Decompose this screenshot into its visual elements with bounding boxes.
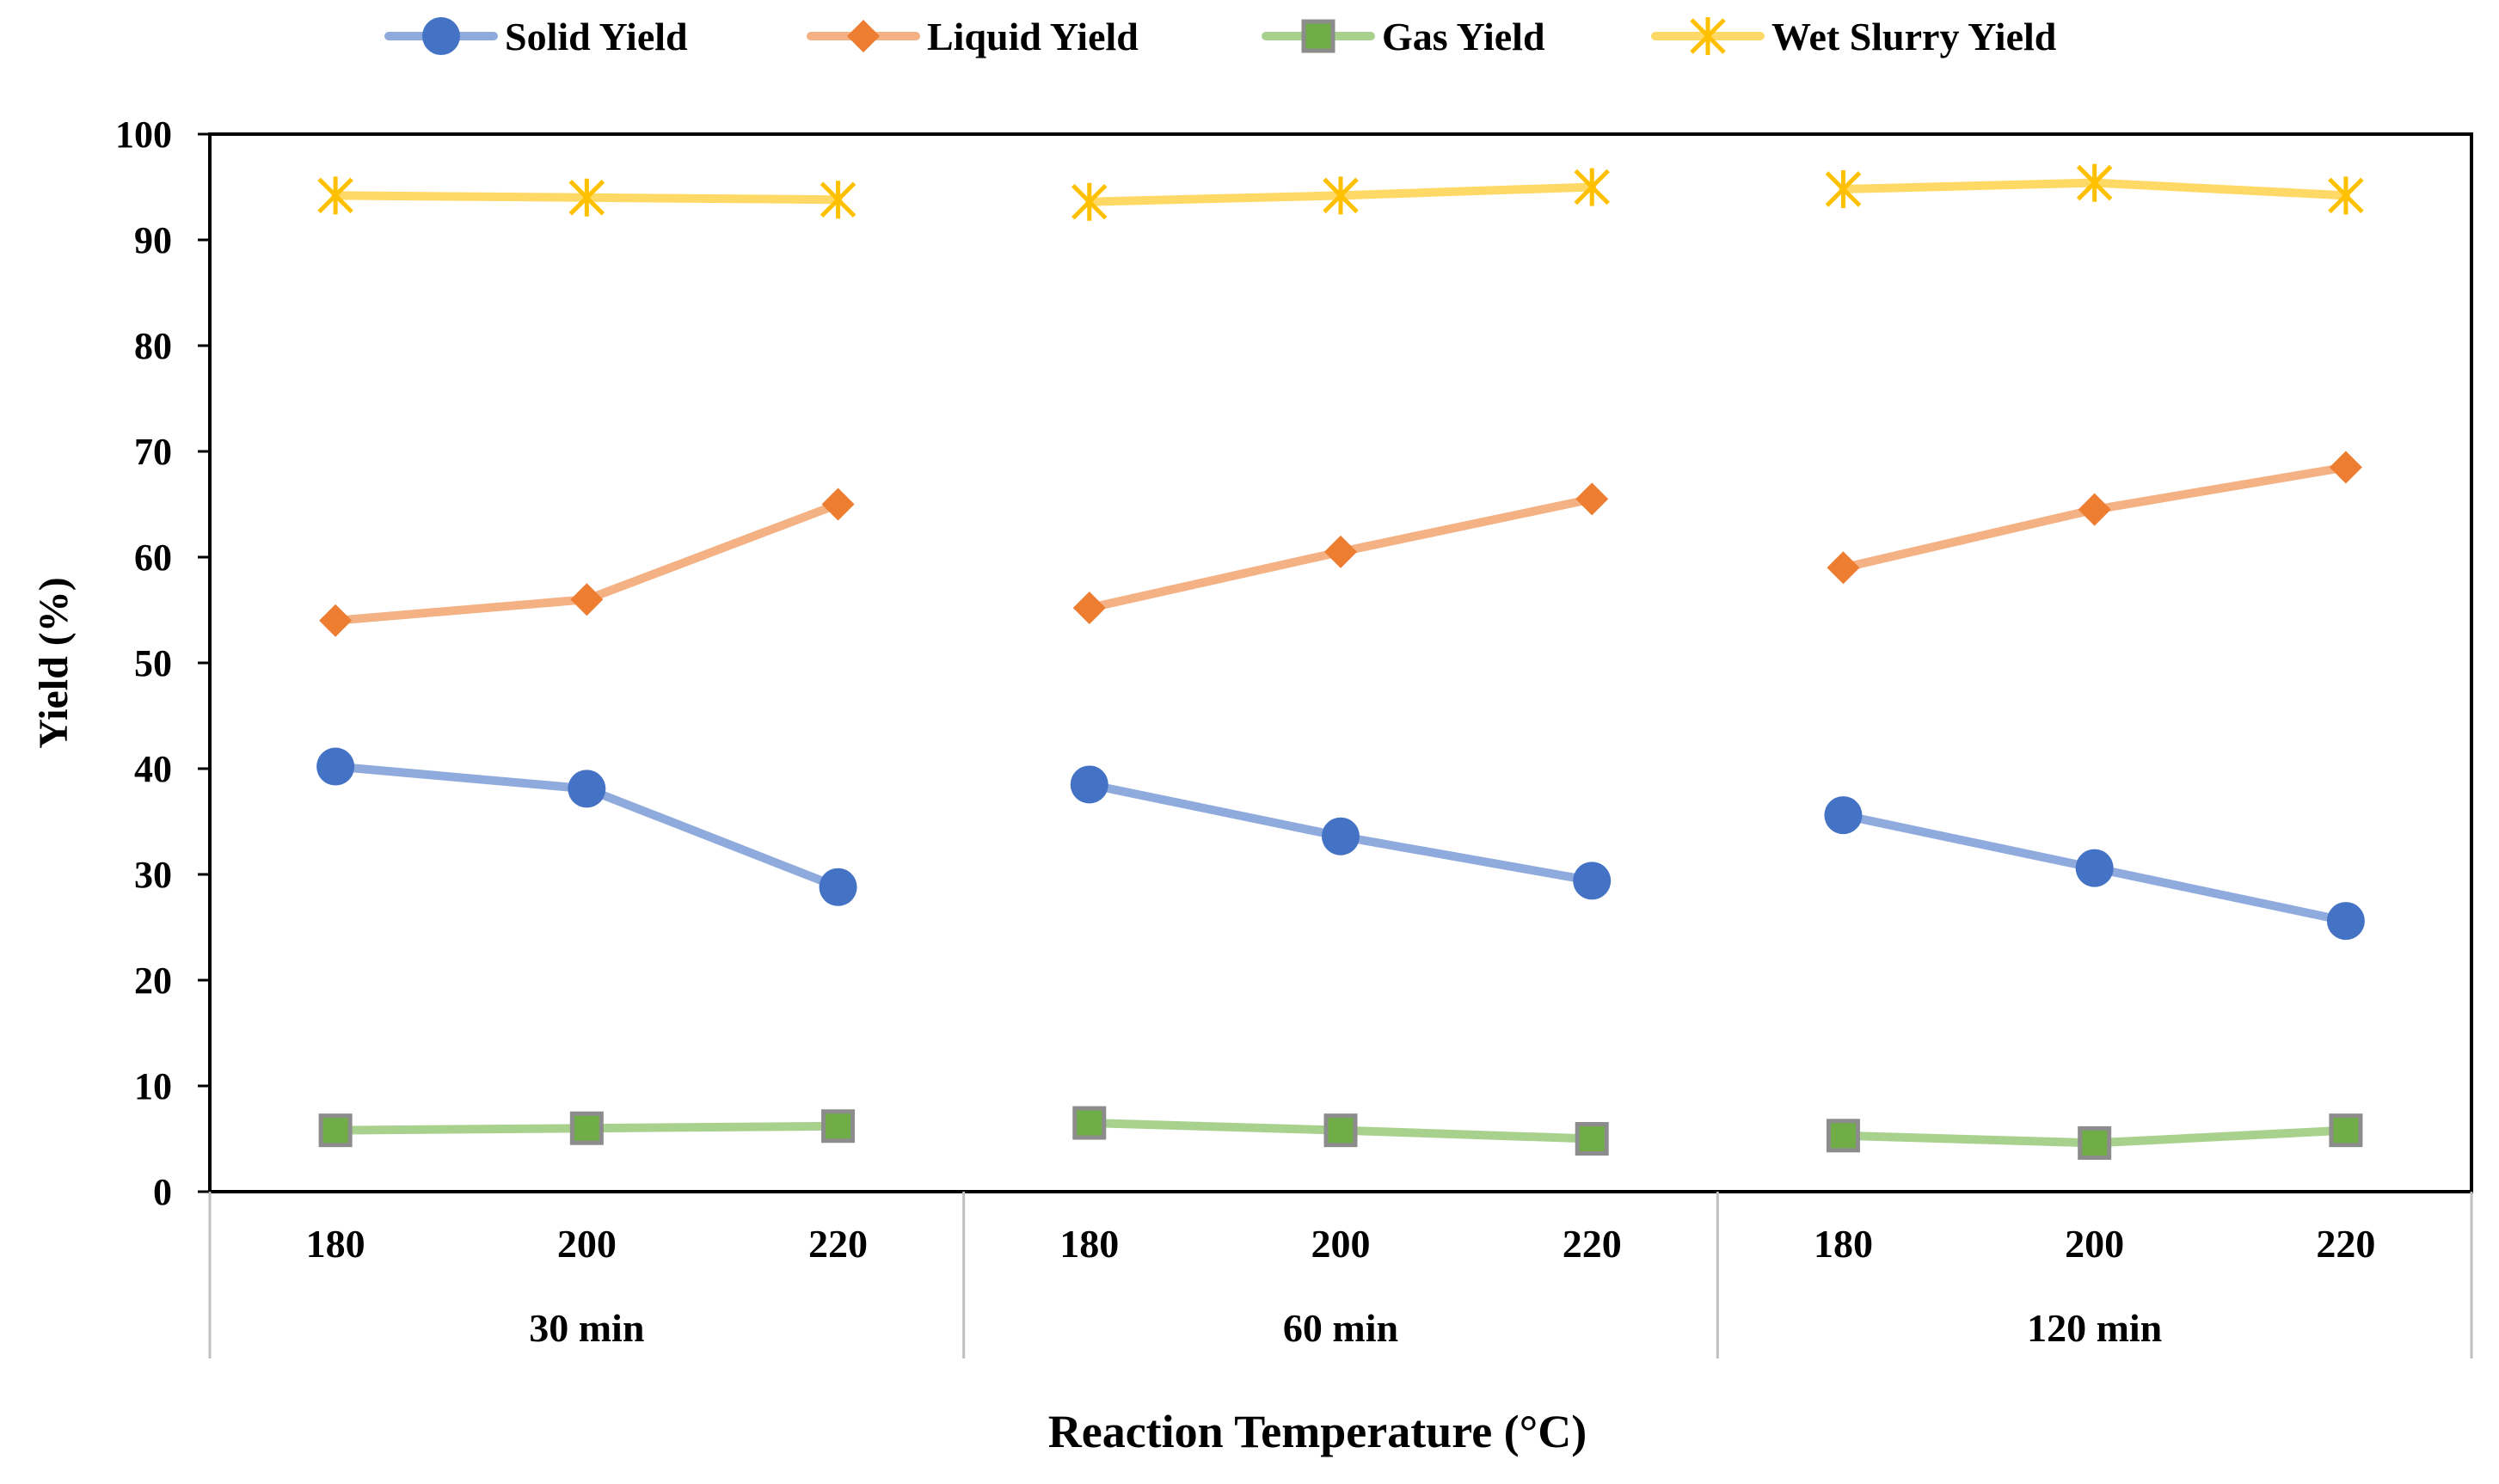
- x-tick-label: 180: [306, 1222, 365, 1266]
- wet-slurry-yield-point: [1071, 182, 1108, 221]
- gas-yield-point: [1826, 1119, 1860, 1153]
- gas-yield-point: [318, 1113, 353, 1148]
- x-group-label: 30 min: [529, 1306, 644, 1350]
- liquid-yield-point: [821, 488, 855, 521]
- x-axis: 180 200 220 30 min 180 200 220 60 min 180 200 220 1…: [208, 1192, 2473, 1358]
- y-tick-label: 90: [134, 219, 172, 261]
- liquid-yield-point: [1575, 482, 1609, 516]
- y-tick-label: 80: [134, 325, 172, 367]
- x-tick-label: 180: [1814, 1222, 1873, 1266]
- gas-yield-point: [1072, 1106, 1107, 1140]
- legend-label: Wet Slurry Yield: [1771, 15, 2057, 58]
- y-axis: 0 10 20 30 40 50 60 70 80 90 100: [115, 113, 210, 1213]
- y-tick-label: 50: [134, 642, 172, 684]
- series-layer: [316, 163, 2365, 1160]
- solid-yield-point: [2075, 849, 2114, 887]
- y-axis-label: Yield (%): [31, 577, 77, 749]
- y-tick-label: 0: [153, 1171, 172, 1213]
- plot-area: [208, 132, 2473, 1193]
- wet-slurry-yield-point: [568, 178, 605, 217]
- liquid-yield-point: [319, 604, 353, 637]
- gas-yield-point: [1575, 1122, 1609, 1156]
- legend-marker: [422, 17, 460, 55]
- legend-marker: [1301, 19, 1335, 53]
- gas-yield-point: [1323, 1113, 1358, 1148]
- wet-slurry-yield-point: [1825, 169, 1862, 208]
- legend-item-wet-slurry-yield: Wet Slurry Yield: [1651, 15, 2057, 58]
- legend-marker: [1690, 17, 1726, 55]
- x-tick-label: 180: [1059, 1222, 1119, 1266]
- solid-yield-point: [819, 868, 857, 906]
- series-liquid-yield: [319, 451, 2362, 637]
- solid-yield-point: [1824, 796, 1863, 835]
- liquid-yield-point: [570, 583, 604, 616]
- legend-item-solid-yield: Solid Yield: [384, 15, 688, 58]
- liquid-yield-point: [1324, 535, 1357, 568]
- series-wet-slurry-yield: [317, 163, 2364, 221]
- wet-slurry-yield-point: [1574, 168, 1610, 206]
- wet-slurry-yield-point: [820, 181, 857, 219]
- x-tick-label: 200: [557, 1222, 617, 1266]
- x-tick-label: 220: [808, 1222, 868, 1266]
- x-axis-label: Reaction Temperature (°C): [1048, 1406, 1587, 1457]
- legend-item-gas-yield: Gas Yield: [1262, 15, 1545, 58]
- x-tick-label: 220: [2316, 1222, 2375, 1266]
- y-tick-label: 30: [134, 854, 172, 896]
- x-tick-label: 220: [1563, 1222, 1622, 1266]
- wet-slurry-yield-point: [1323, 176, 1359, 215]
- series-solid-yield: [316, 747, 2365, 941]
- y-tick-label: 20: [134, 960, 172, 1002]
- y-tick-label: 10: [134, 1065, 172, 1107]
- solid-yield-point: [316, 747, 355, 786]
- wet-slurry-yield-point: [2076, 163, 2113, 202]
- solid-yield-point: [1322, 817, 1360, 855]
- liquid-yield-point: [2078, 493, 2111, 526]
- gas-yield-point: [569, 1111, 604, 1145]
- solid-yield-point: [568, 770, 606, 808]
- legend: Solid Yield Liquid Yield Gas Yield Wet Slur…: [384, 15, 2057, 58]
- y-tick-label: 70: [134, 431, 172, 473]
- series-gas-yield: [318, 1106, 2363, 1160]
- liquid-yield-point: [1072, 592, 1106, 625]
- y-tick-label: 40: [134, 748, 172, 790]
- wet-slurry-yield-point: [2328, 176, 2364, 215]
- x-group-label: 120 min: [2027, 1306, 2162, 1350]
- legend-label: Liquid Yield: [927, 15, 1139, 58]
- y-tick-label: 60: [134, 537, 172, 579]
- legend-label: Solid Yield: [505, 15, 688, 58]
- gas-yield-point: [821, 1109, 856, 1144]
- y-tick-label: 100: [115, 113, 172, 156]
- x-tick-label: 200: [2065, 1222, 2124, 1266]
- solid-yield-point: [1070, 765, 1108, 804]
- legend-marker: [847, 20, 880, 52]
- solid-yield-point: [2326, 902, 2365, 941]
- legend-item-liquid-yield: Liquid Yield: [807, 15, 1139, 58]
- liquid-yield-point: [2329, 451, 2362, 484]
- liquid-yield-point: [1827, 551, 1860, 585]
- legend-label: Gas Yield: [1382, 15, 1545, 58]
- gas-yield-point: [2078, 1125, 2112, 1160]
- wet-slurry-yield-point: [317, 176, 353, 215]
- x-tick-label: 200: [1311, 1222, 1371, 1266]
- solid-yield-point: [1573, 862, 1612, 900]
- gas-yield-point: [2329, 1113, 2363, 1148]
- x-group-label: 60 min: [1283, 1306, 1398, 1350]
